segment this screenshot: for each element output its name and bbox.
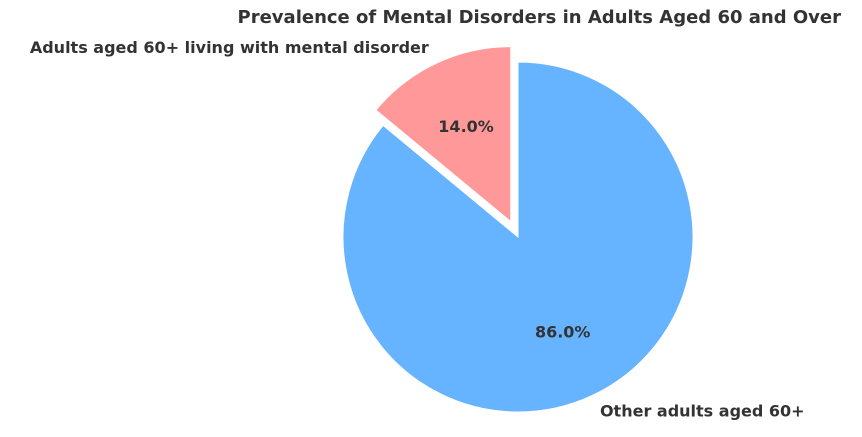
pie-labels: 14.0% Adults aged 60+ living with mental … [30, 38, 805, 421]
chart-title: Prevalence of Mental Disorders in Adults… [238, 7, 842, 28]
pie-slices [342, 46, 694, 413]
slice-category-label: Adults aged 60+ living with mental disor… [30, 38, 429, 57]
pie-slice-1 [375, 46, 512, 223]
slice-category-label: Other adults aged 60+ [600, 402, 805, 421]
slice-percent-label: 14.0% [438, 117, 494, 136]
pie-slice-2 [342, 61, 694, 413]
slice-percent-label: 86.0% [535, 323, 591, 342]
